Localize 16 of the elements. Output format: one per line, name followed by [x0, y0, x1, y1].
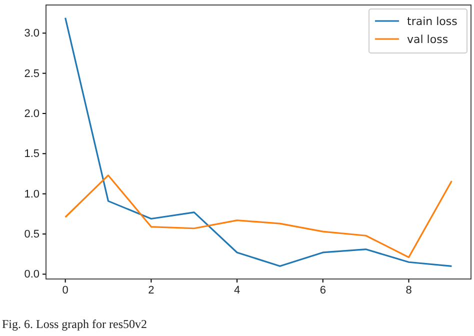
x-tick-label: 4	[234, 284, 240, 296]
y-tick-label: 2.5	[24, 68, 40, 80]
x-tick-label: 8	[406, 284, 412, 296]
line-series	[64, 174, 452, 258]
caption: Fig. 6. Loss graph for res50v2	[2, 317, 147, 331]
x-tick-label: 2	[148, 284, 154, 296]
legend-label: train loss	[407, 15, 458, 28]
y-tick-label: 0.0	[24, 268, 40, 281]
x-tick-label: 6	[320, 284, 326, 296]
y-tick-label: 0.5	[24, 228, 40, 241]
y-tick-label: 3.0	[24, 28, 40, 40]
y-tick-label: 2.0	[24, 108, 40, 120]
y-tick-label: 1.0	[24, 188, 40, 200]
y-tick-label: 1.5	[24, 148, 40, 160]
x-tick-label: 0	[62, 284, 68, 296]
legend-label: val loss	[407, 33, 448, 46]
